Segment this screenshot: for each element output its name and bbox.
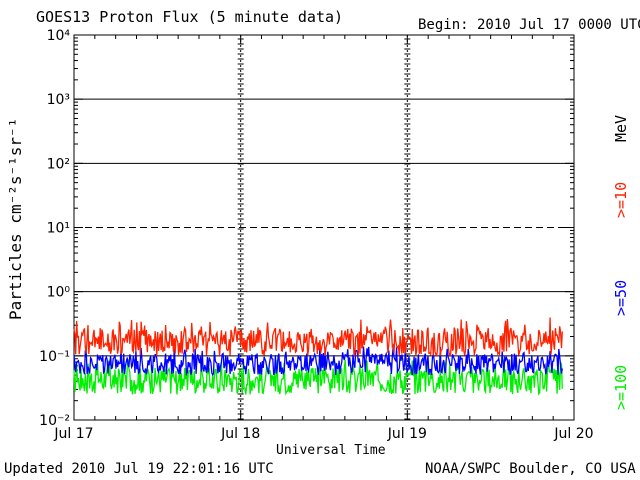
- y-tick-label: 10⁻¹: [39, 349, 70, 365]
- y-tick-label: 10²: [47, 156, 70, 172]
- x-tick-label: Jul 17: [53, 426, 93, 442]
- x-tick-label: Jul 18: [220, 426, 260, 442]
- y-tick-label: 10⁻²: [39, 413, 70, 429]
- credit-label: NOAA/SWPC Boulder, CO USA: [425, 461, 636, 477]
- x-tick-label: Jul 20: [553, 426, 593, 442]
- y-tick-label: 10⁴: [47, 28, 71, 44]
- begin-label: Begin: 2010 Jul 17 0000 UTC: [418, 17, 640, 33]
- chart-title: GOES13 Proton Flux (5 minute data): [36, 8, 344, 26]
- y-axis-label: Particles cm⁻²s⁻¹sr⁻¹: [6, 117, 25, 320]
- series-line-2: [73, 359, 563, 396]
- x-axis-label: Universal Time: [276, 443, 386, 458]
- y-tick-label: 10³: [47, 92, 70, 108]
- updated-label: Updated 2010 Jul 19 22:01:16 UTC: [4, 461, 274, 477]
- series-line-1: [73, 346, 563, 377]
- legend-hundred: >=100: [612, 364, 630, 410]
- series-line-0: [73, 317, 563, 358]
- y-tick-label: 10¹: [47, 221, 70, 237]
- legend-ten: >=10: [612, 181, 630, 218]
- y-tick-label: 10⁰: [47, 285, 71, 301]
- x-tick-label: Jul 19: [387, 426, 427, 442]
- legend-fifty: >=50: [612, 279, 630, 316]
- legend-unit: MeV: [612, 114, 630, 142]
